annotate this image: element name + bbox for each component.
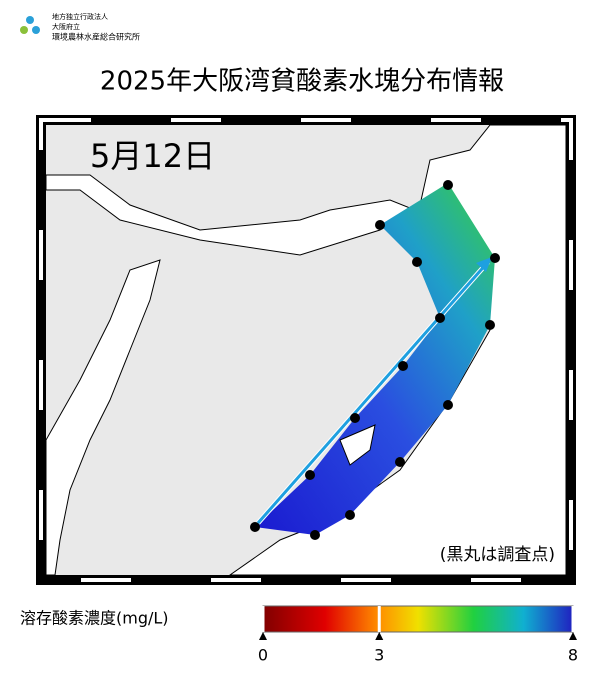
tick-mark	[375, 632, 384, 640]
date: 5月12日	[90, 137, 215, 175]
tick-label: 0	[258, 646, 268, 665]
station-point	[395, 457, 405, 467]
station-point	[250, 522, 260, 532]
colorbar	[262, 605, 574, 633]
station-point	[305, 470, 315, 480]
station-point	[398, 361, 408, 371]
station-point	[350, 413, 360, 423]
title: 2025年大阪湾貧酸素水塊分布情報	[100, 67, 504, 97]
station-point	[310, 530, 320, 540]
station-point	[485, 320, 495, 330]
org-line: 環境農林水産総合研究所	[52, 32, 140, 42]
tick-mark	[259, 632, 267, 640]
station-point	[412, 257, 422, 267]
station-point	[490, 253, 500, 263]
station-point	[443, 180, 453, 190]
tick-mark	[569, 632, 577, 640]
colorbar-ticks: 0 3 8	[258, 606, 578, 665]
station-point	[435, 313, 445, 323]
logo	[20, 16, 40, 34]
colorbar-label: 溶存酸素濃度(mg/L)	[20, 609, 169, 628]
tick-label: 8	[568, 646, 578, 665]
tick-label: 3	[374, 646, 384, 665]
station-point	[443, 400, 453, 410]
note: (黒丸は調査点)	[440, 545, 555, 565]
station-point	[375, 220, 385, 230]
station-point	[345, 510, 355, 520]
org-line: 大阪府立	[52, 22, 80, 31]
org-line: 地方独立行政法人	[52, 12, 108, 21]
map: 5月12日 (黒丸は調査点)	[36, 115, 576, 585]
station-points	[250, 180, 500, 540]
